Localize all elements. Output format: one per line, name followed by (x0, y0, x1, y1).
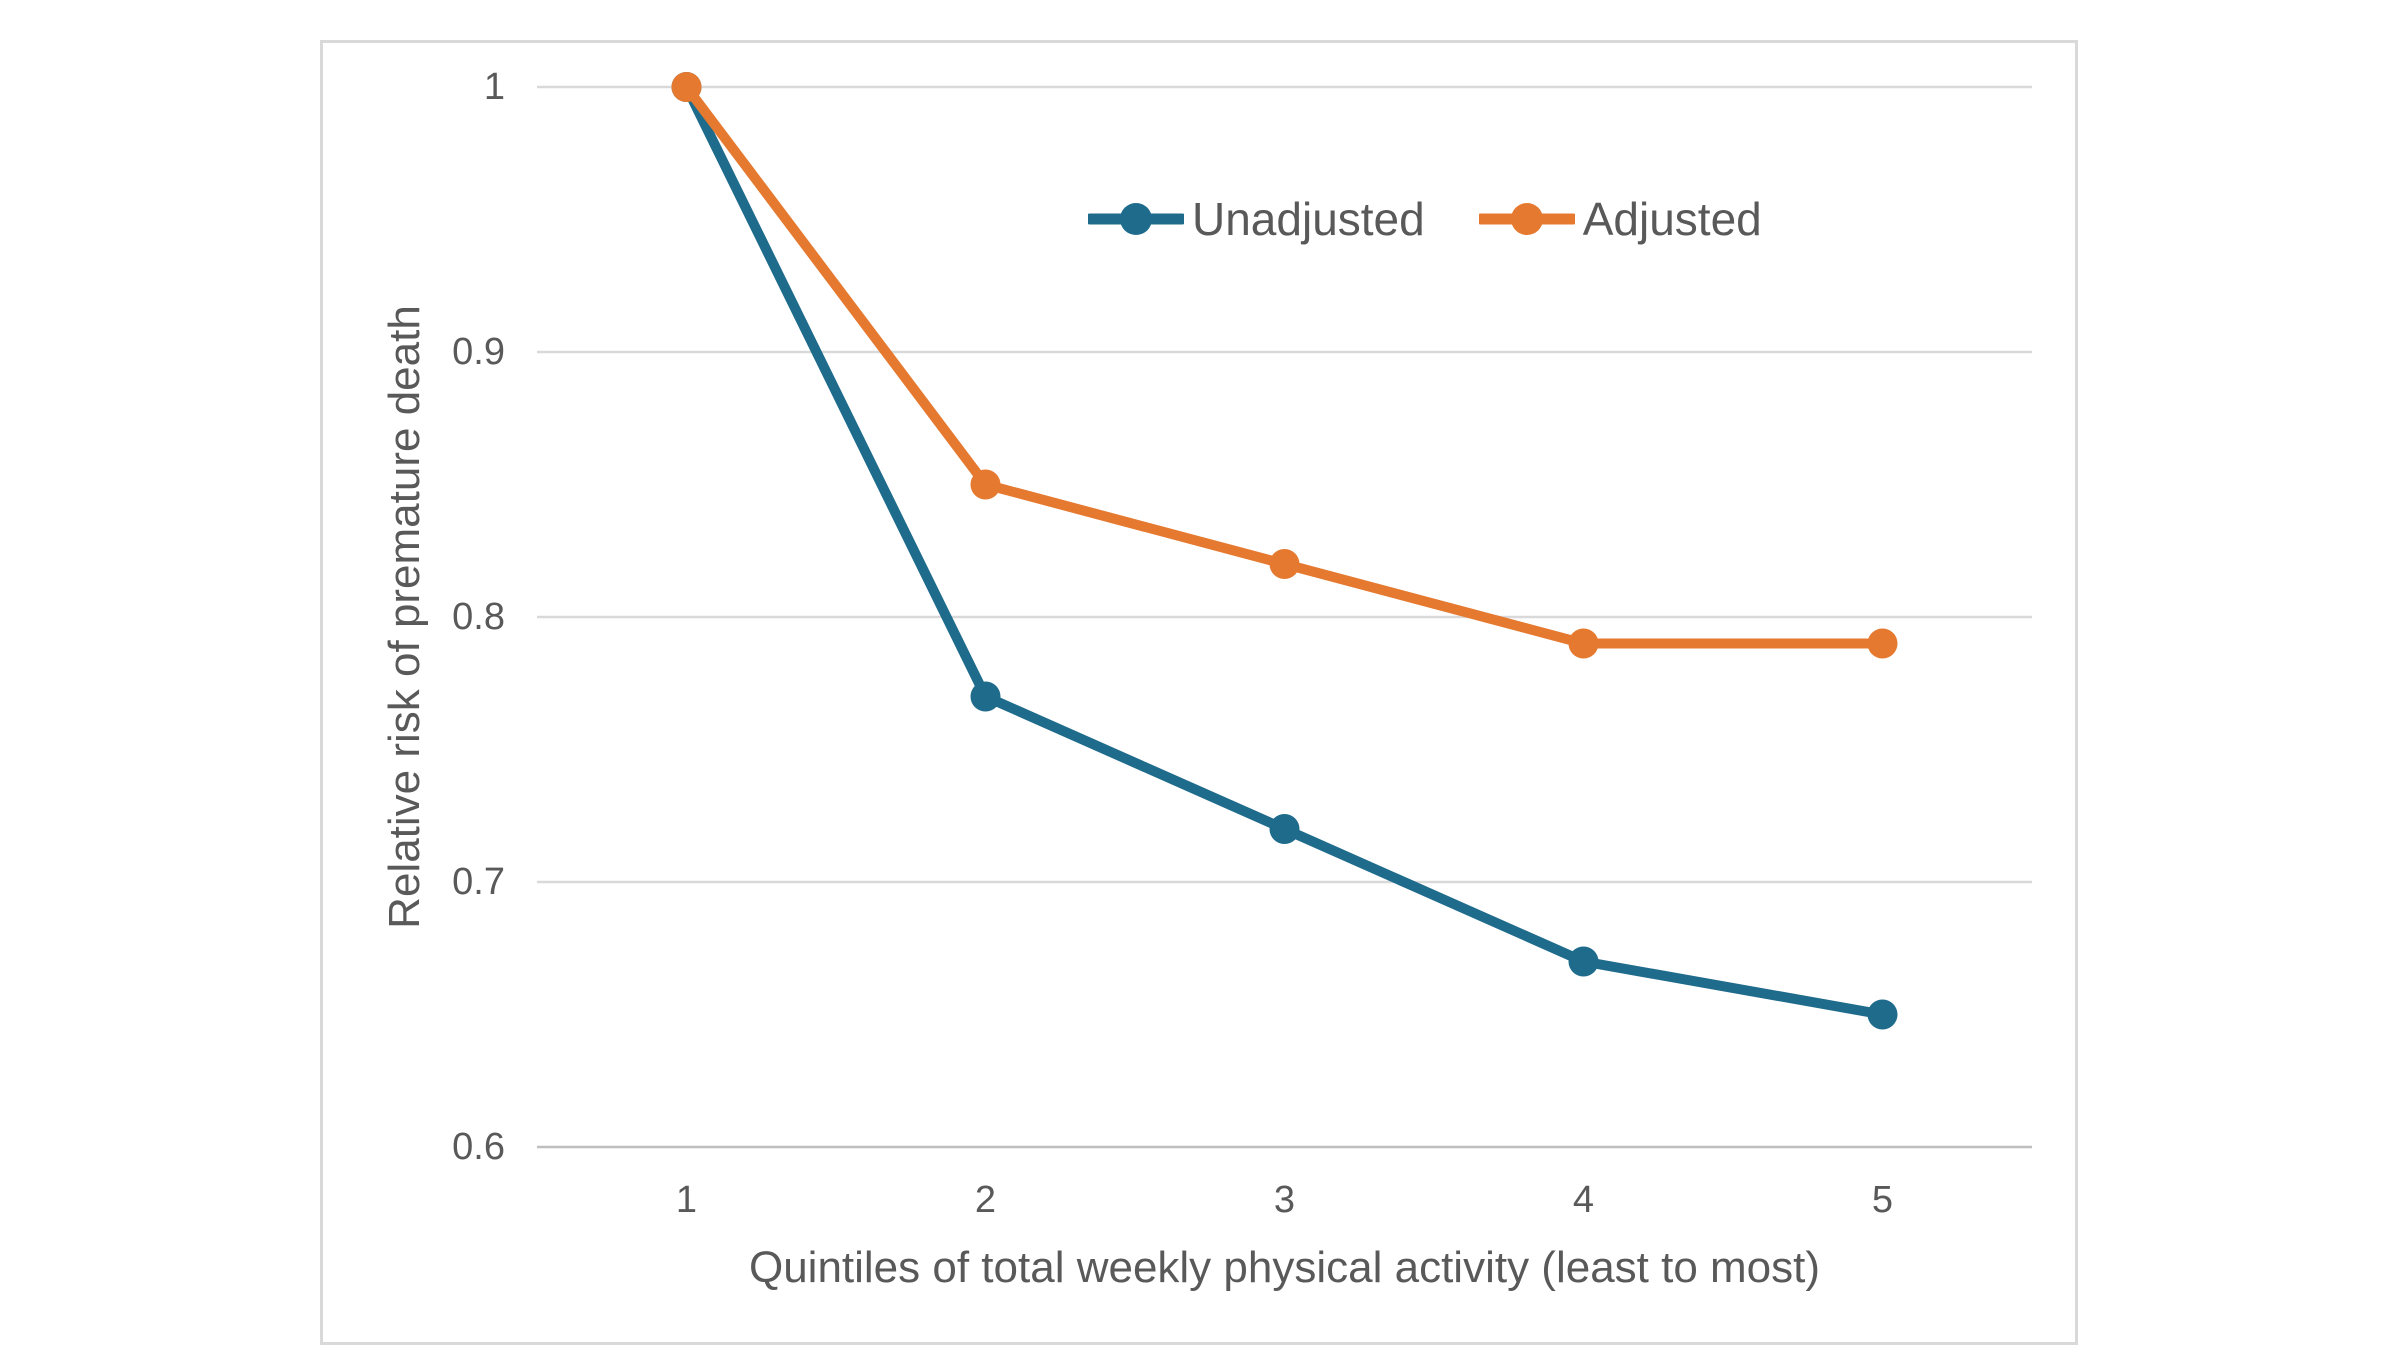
legend-dot-swatch (1510, 203, 1543, 235)
legend-marker-icon (1478, 203, 1575, 235)
x-axis-title: Quintiles of total weekly physical activ… (748, 1243, 1821, 1292)
data-point-unadjusted-q3 (1269, 814, 1300, 844)
gridlines (537, 85, 2032, 1149)
legend: Unadjusted Adjusted (1088, 196, 1762, 242)
data-point-adjusted-q1 (671, 72, 702, 102)
legend-dot-swatch (1120, 203, 1152, 235)
y-tick-label: 1 (484, 66, 505, 108)
y-tick-label: 0.9 (452, 331, 505, 373)
y-axis-title: Relative risk of premature death (379, 305, 429, 929)
data-point-unadjusted-q2 (970, 681, 1001, 712)
x-axis-tick-labels: 1 2 3 4 5 (676, 1179, 1893, 1221)
legend-label-adjusted: Adjusted (1582, 193, 1762, 245)
data-point-unadjusted-q5 (1867, 999, 1898, 1030)
series-layer (671, 72, 1898, 1030)
chart-frame (320, 40, 2078, 1345)
x-tick-label: 3 (1274, 1179, 1295, 1221)
x-tick-label: 4 (1573, 1179, 1594, 1221)
legend-item-unadjusted: Unadjusted (1088, 196, 1425, 242)
y-tick-label: 0.8 (452, 596, 505, 638)
y-axis-tick-labels: 1 0.9 0.8 0.7 0.6 (452, 66, 505, 1168)
data-point-adjusted-q3 (1269, 549, 1300, 579)
y-tick-label: 0.6 (452, 1126, 505, 1168)
data-point-adjusted-q5 (1867, 628, 1898, 659)
y-tick-label: 0.7 (452, 861, 505, 903)
x-tick-label: 1 (676, 1179, 697, 1221)
legend-label-unadjusted: Unadjusted (1192, 193, 1425, 245)
legend-marker-icon (1088, 203, 1184, 235)
x-tick-label: 5 (1872, 1179, 1893, 1221)
x-tick-label: 2 (975, 1179, 996, 1221)
data-point-unadjusted-q4 (1568, 946, 1599, 977)
data-point-adjusted-q2 (970, 469, 1001, 500)
data-point-adjusted-q4 (1568, 628, 1599, 659)
legend-item-adjusted: Adjusted (1478, 193, 1762, 245)
